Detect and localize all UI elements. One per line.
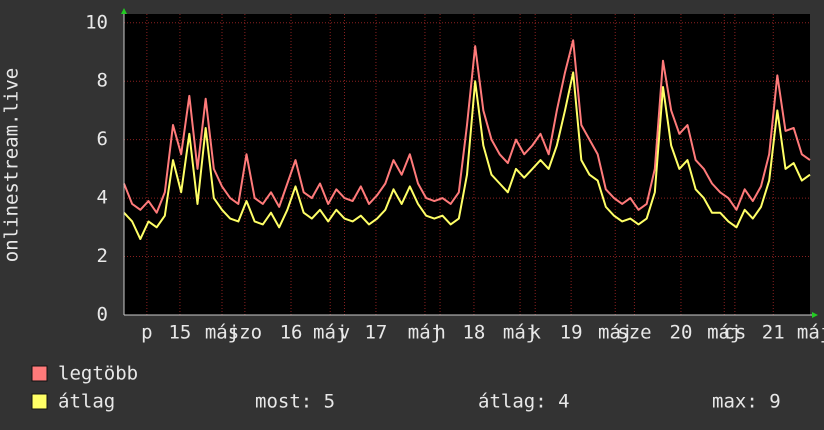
x-tick-label: 20 bbox=[670, 322, 693, 344]
series-line bbox=[123, 71, 811, 241]
x-tick-label: máj bbox=[707, 322, 741, 344]
x-tick-label: p bbox=[141, 322, 152, 344]
stat-label: átlag: 4 bbox=[478, 391, 570, 413]
x-tick-label: k bbox=[529, 322, 541, 344]
x-tick-label: v bbox=[339, 322, 350, 344]
x-tick-label: máj bbox=[205, 322, 239, 344]
x-arrow bbox=[812, 312, 818, 318]
lines bbox=[123, 39, 811, 241]
x-tick-label: 19 bbox=[560, 322, 583, 344]
y-tick-label: 8 bbox=[97, 70, 108, 92]
x-tick-label: máj bbox=[598, 322, 632, 344]
x-tick-label: sze bbox=[617, 322, 651, 344]
x-tick-label: 16 bbox=[280, 322, 303, 344]
y-tick-label: 6 bbox=[97, 128, 108, 150]
y-tick-label: 2 bbox=[97, 245, 108, 267]
x-tick-label: 18 bbox=[462, 322, 485, 344]
y-tick-label: 10 bbox=[85, 11, 108, 33]
axes bbox=[121, 8, 818, 318]
x-tick-label: máj bbox=[313, 322, 347, 344]
x-tick-label: máj bbox=[503, 322, 537, 344]
x-tick-label: 21 bbox=[762, 322, 785, 344]
legend-label: átlag bbox=[58, 391, 115, 413]
legend-swatch bbox=[31, 365, 48, 382]
x-tick-label: szo bbox=[228, 322, 262, 344]
series-line bbox=[123, 39, 811, 214]
y-arrow bbox=[121, 8, 127, 14]
stat-label: most: 5 bbox=[255, 391, 335, 413]
stat-label: max: 9 bbox=[712, 391, 781, 413]
legend-swatch bbox=[31, 393, 48, 410]
legend: legtöbb átlag most: 5 átlag: 4 max: 9 bbox=[31, 363, 781, 413]
x-tick-label: 15 bbox=[168, 322, 191, 344]
legend-label: legtöbb bbox=[58, 363, 138, 385]
x-tick-label: cs bbox=[723, 322, 746, 344]
x-tick-label: máj bbox=[797, 322, 824, 344]
y-tick-label: 4 bbox=[97, 187, 108, 209]
x-tick-label: h bbox=[434, 322, 445, 344]
x-tick-label: 17 bbox=[364, 322, 387, 344]
y-axis-label: onlinestream.live bbox=[1, 68, 23, 262]
x-tick-label: máj bbox=[408, 322, 442, 344]
y-tick-label: 0 bbox=[97, 304, 108, 326]
